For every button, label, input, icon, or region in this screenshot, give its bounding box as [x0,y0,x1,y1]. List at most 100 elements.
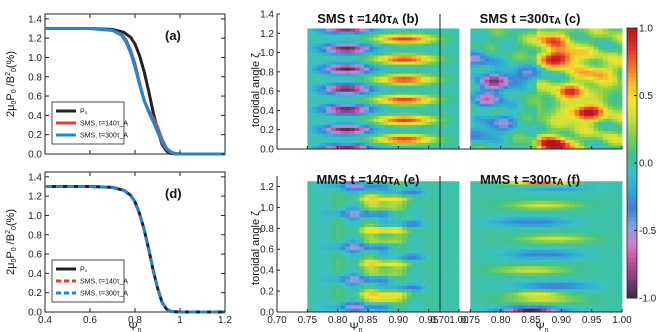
heatmap-cell [430,279,436,283]
heatmap-cell [397,37,403,41]
heatmap-cell [541,217,547,221]
heatmap-cell [383,64,389,69]
heatmap-cell [383,279,389,283]
heatmap-cell [584,142,590,147]
heatmap-cell [354,139,360,144]
heatmap-cell [359,194,365,198]
heatmap-cell [584,106,590,111]
heatmap-cell [378,200,384,205]
heatmap-cell [383,91,389,96]
heatmap-cell [603,85,609,90]
heatmap-cell [494,230,500,234]
heatmap-cell [541,88,547,93]
heatmap-cell [392,249,398,254]
heatmap-cell [569,266,575,270]
heatmap-cell [392,191,398,195]
heatmap-cell [383,305,389,310]
heatmap-cell [498,227,504,231]
heatmap-cell [335,55,341,59]
heatmap-cell [517,210,523,215]
heatmap-cell [406,127,412,132]
heatmap-cell [331,103,337,108]
heatmap-cell [494,97,500,102]
heatmap-cell [383,285,389,290]
heatmap-cell [584,109,590,114]
heatmap-cell [368,82,375,87]
heatmap-cell [316,269,322,274]
heatmap-cell [522,272,528,277]
heatmap-cell [560,289,566,293]
heatmap-cell [475,28,481,32]
heatmap-cell [364,308,370,313]
heatmap-cell [550,305,557,310]
heatmap-cell [617,133,623,138]
heatmap-cell [364,282,370,287]
heatmap-cell [479,213,485,218]
heatmap-cell [454,197,460,202]
heatmap-cell [449,37,455,41]
heatmap-cell [574,279,580,283]
heatmap-cell [331,197,337,202]
heatmap-cell [444,115,450,120]
heatmap-cell [378,279,384,283]
heatmap-cell [475,194,481,198]
heatmap-cell [527,213,533,218]
heatmap-cell [397,292,403,297]
heatmap-cell [331,34,337,38]
heatmap-cell [484,121,490,126]
heatmap-cell [444,136,450,141]
heatmap-cell [354,97,360,102]
heatmap-cell [411,200,417,205]
heatmap-cell [489,109,495,114]
heatmap-cell [430,79,436,84]
heatmap-cell [359,220,365,225]
heatmap-cell [546,61,552,66]
heatmap-cell [430,269,436,274]
heatmap-cell [541,223,547,228]
heatmap-cell [440,200,446,205]
heatmap-cell [326,262,332,267]
heatmap-cell [536,302,542,306]
heatmap-cell [368,67,375,72]
heatmap-cell [349,298,356,303]
heatmap-cell [475,220,481,225]
heatmap-cell [402,49,408,53]
heatmap-cell [541,40,547,44]
heatmap-cell [345,133,351,138]
heatmap-cell [541,302,547,306]
heatmap-cell [546,127,552,132]
heatmap-cell [335,40,341,44]
heatmap-cell [373,194,379,198]
heatmap-cell [411,133,417,138]
heatmap-cell [373,184,379,189]
heatmap-cell [588,40,594,44]
heatmap-cell [397,279,403,283]
heatmap-cell [331,259,337,264]
heatmap-cell [522,52,528,56]
heatmap-cell [454,266,460,270]
heatmap-cell [373,100,379,105]
heatmap-cell [440,184,446,189]
heatmap-cell [598,61,604,66]
heatmap-cell [454,82,460,87]
heatmap-cell [406,142,412,147]
heatmap-cell [411,37,417,41]
heatmap-cell [598,34,604,38]
heatmap-cell [546,130,552,135]
panel-d-ylabel: 2μ0P0 /B20(%) [5,209,18,275]
heatmap-cell [598,97,604,102]
heatmap-cell [430,204,436,208]
heatmap-cell [316,91,322,96]
heatmap-cell [584,70,590,75]
heatmap-cell [359,207,365,212]
heatmap-cell [584,100,590,105]
heatmap-cell [425,262,431,267]
heatmap-cell [397,67,403,72]
heatmap-cell [508,100,514,105]
heatmap-cell [335,67,341,72]
heatmap-cell [354,82,360,87]
heatmap-cell [498,181,504,185]
heatmap-cell [512,213,519,218]
heatmap-cell [560,64,566,69]
heatmap-cell [569,210,575,215]
